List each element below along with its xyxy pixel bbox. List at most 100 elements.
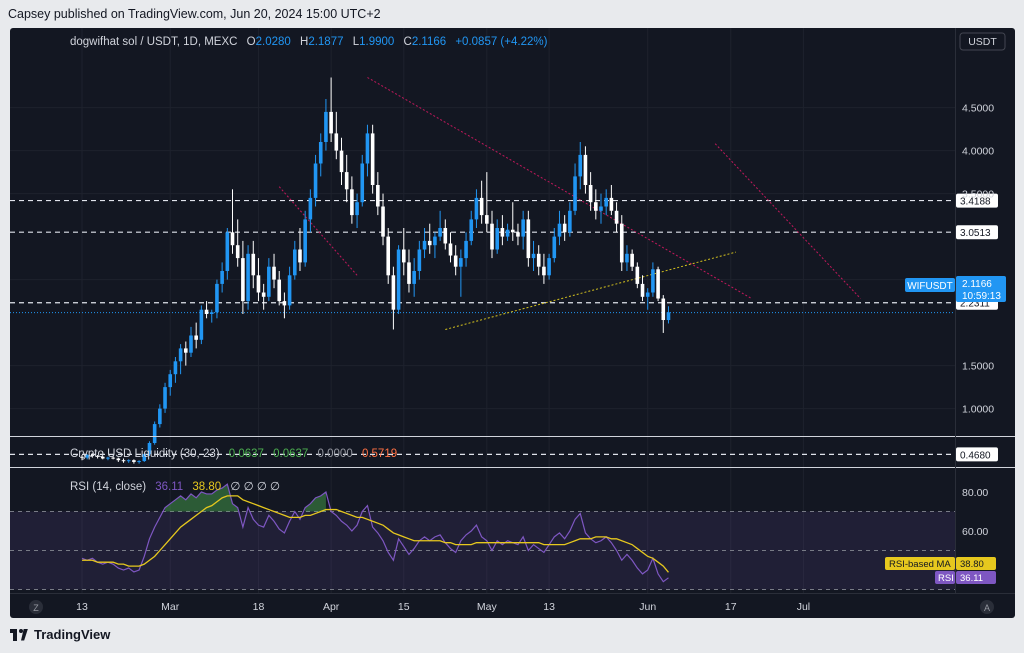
candle-body	[552, 236, 557, 259]
candle	[251, 240, 256, 289]
candle-body	[656, 269, 660, 299]
candle	[573, 163, 577, 216]
candle-body	[209, 312, 214, 314]
candle	[126, 459, 131, 463]
zoom-corner-button[interactable]	[29, 600, 43, 614]
chart-panel[interactable]: 3.4188 3.0513 2.2311 0.4680 13 Mar 18 Apr 15 May…	[10, 28, 1015, 618]
candle	[116, 457, 121, 462]
candle-body	[594, 202, 598, 211]
candle-body	[438, 228, 442, 237]
candle	[277, 271, 282, 306]
candle	[267, 258, 271, 302]
candle-body	[282, 301, 287, 306]
rsi-badge-label: RSI	[938, 573, 954, 584]
candle-body	[635, 266, 640, 284]
candle	[438, 210, 442, 241]
candle-body	[132, 460, 136, 462]
currency-button[interactable]	[959, 32, 1006, 51]
candle	[625, 245, 629, 271]
candle	[604, 189, 608, 216]
candle	[147, 441, 152, 456]
price-tick-label: 1.0000	[962, 404, 994, 416]
o-label: O	[247, 36, 256, 48]
rsi-badge-value-bg	[956, 571, 996, 584]
candle	[448, 232, 453, 263]
candle	[158, 404, 162, 428]
candle	[137, 460, 141, 464]
candle	[547, 253, 551, 280]
candle-body	[360, 163, 365, 203]
candle	[225, 228, 230, 280]
candle-body	[630, 253, 634, 267]
candle	[521, 210, 525, 250]
candle-body	[267, 266, 271, 297]
candle-body	[90, 455, 95, 457]
rsi-na-values: ∅ ∅ ∅ ∅	[230, 481, 280, 493]
rsi-tick-label: 80.00	[962, 487, 988, 499]
tradingview-logo[interactable]: TradingView	[10, 627, 110, 642]
time-tick-label: 13	[543, 601, 555, 613]
chart-svg[interactable]: 3.4188 3.0513 2.2311 0.4680 13 Mar 18 Apr 15 May…	[10, 28, 1015, 618]
candle	[329, 77, 333, 142]
candle-body	[557, 223, 562, 237]
candle	[376, 172, 380, 216]
candle-body	[614, 210, 619, 224]
candle-body	[479, 197, 484, 216]
auto-scale-button[interactable]	[980, 600, 994, 614]
candle	[355, 193, 359, 228]
candle	[298, 228, 302, 271]
candles	[80, 77, 671, 464]
candle	[651, 262, 655, 297]
candle	[220, 262, 224, 293]
rsi-ma-line	[82, 495, 669, 573]
candle	[594, 189, 598, 220]
candle	[645, 288, 650, 310]
time-tick-label: Apr	[323, 601, 340, 613]
level-badge-text: 0.4680	[960, 450, 991, 461]
candle-body	[547, 258, 551, 276]
candle-body	[396, 249, 401, 310]
auto-scale-label[interactable]: A	[984, 603, 990, 613]
candle	[479, 180, 484, 224]
o-value: 2.0280	[256, 36, 291, 48]
time-tick-label: Jun	[639, 601, 656, 613]
candle	[106, 456, 110, 461]
candle-body	[235, 245, 240, 259]
candle-body	[80, 456, 84, 458]
candle-body	[459, 258, 463, 267]
rsi-band	[10, 511, 955, 590]
candle-body	[256, 275, 261, 293]
level-badge	[956, 193, 998, 208]
candle	[568, 202, 572, 237]
candle-body	[85, 455, 89, 458]
level-badge-text: 3.0513	[960, 228, 991, 239]
candle	[542, 253, 546, 284]
candle	[599, 193, 603, 224]
liquidity-label: Crypto USD Liquidity (30, 23)	[70, 448, 220, 460]
candle	[557, 210, 562, 246]
bottom-bar	[0, 618, 1024, 653]
candle-body	[401, 249, 406, 263]
candle-body	[645, 292, 650, 297]
candle-body	[329, 111, 333, 134]
candle-body	[199, 309, 204, 340]
candle-body	[640, 283, 645, 297]
time-tick-label: Mar	[161, 601, 180, 613]
price-tick-label: 4.5000	[962, 103, 994, 115]
rsi-tick-label: 60.00	[962, 526, 988, 538]
trend-line-down-3	[714, 143, 861, 299]
h-value: 2.1877	[308, 36, 343, 48]
candle-body	[568, 210, 572, 233]
candle	[339, 137, 344, 185]
symbol-badge	[905, 278, 955, 292]
zoom-corner-label[interactable]: Z	[33, 603, 39, 613]
candle	[199, 305, 204, 345]
candle-body	[386, 236, 391, 276]
candle	[189, 326, 193, 357]
rsi-legend: RSI (14, close) 36.11 38.80 ∅ ∅ ∅ ∅	[70, 481, 280, 493]
candle-body	[412, 271, 416, 284]
candle-body	[194, 335, 198, 340]
rsi-ma-value: 38.80	[192, 481, 221, 493]
currency-button-label[interactable]: USDT	[968, 36, 997, 48]
rsi-ma-badge	[885, 557, 955, 570]
